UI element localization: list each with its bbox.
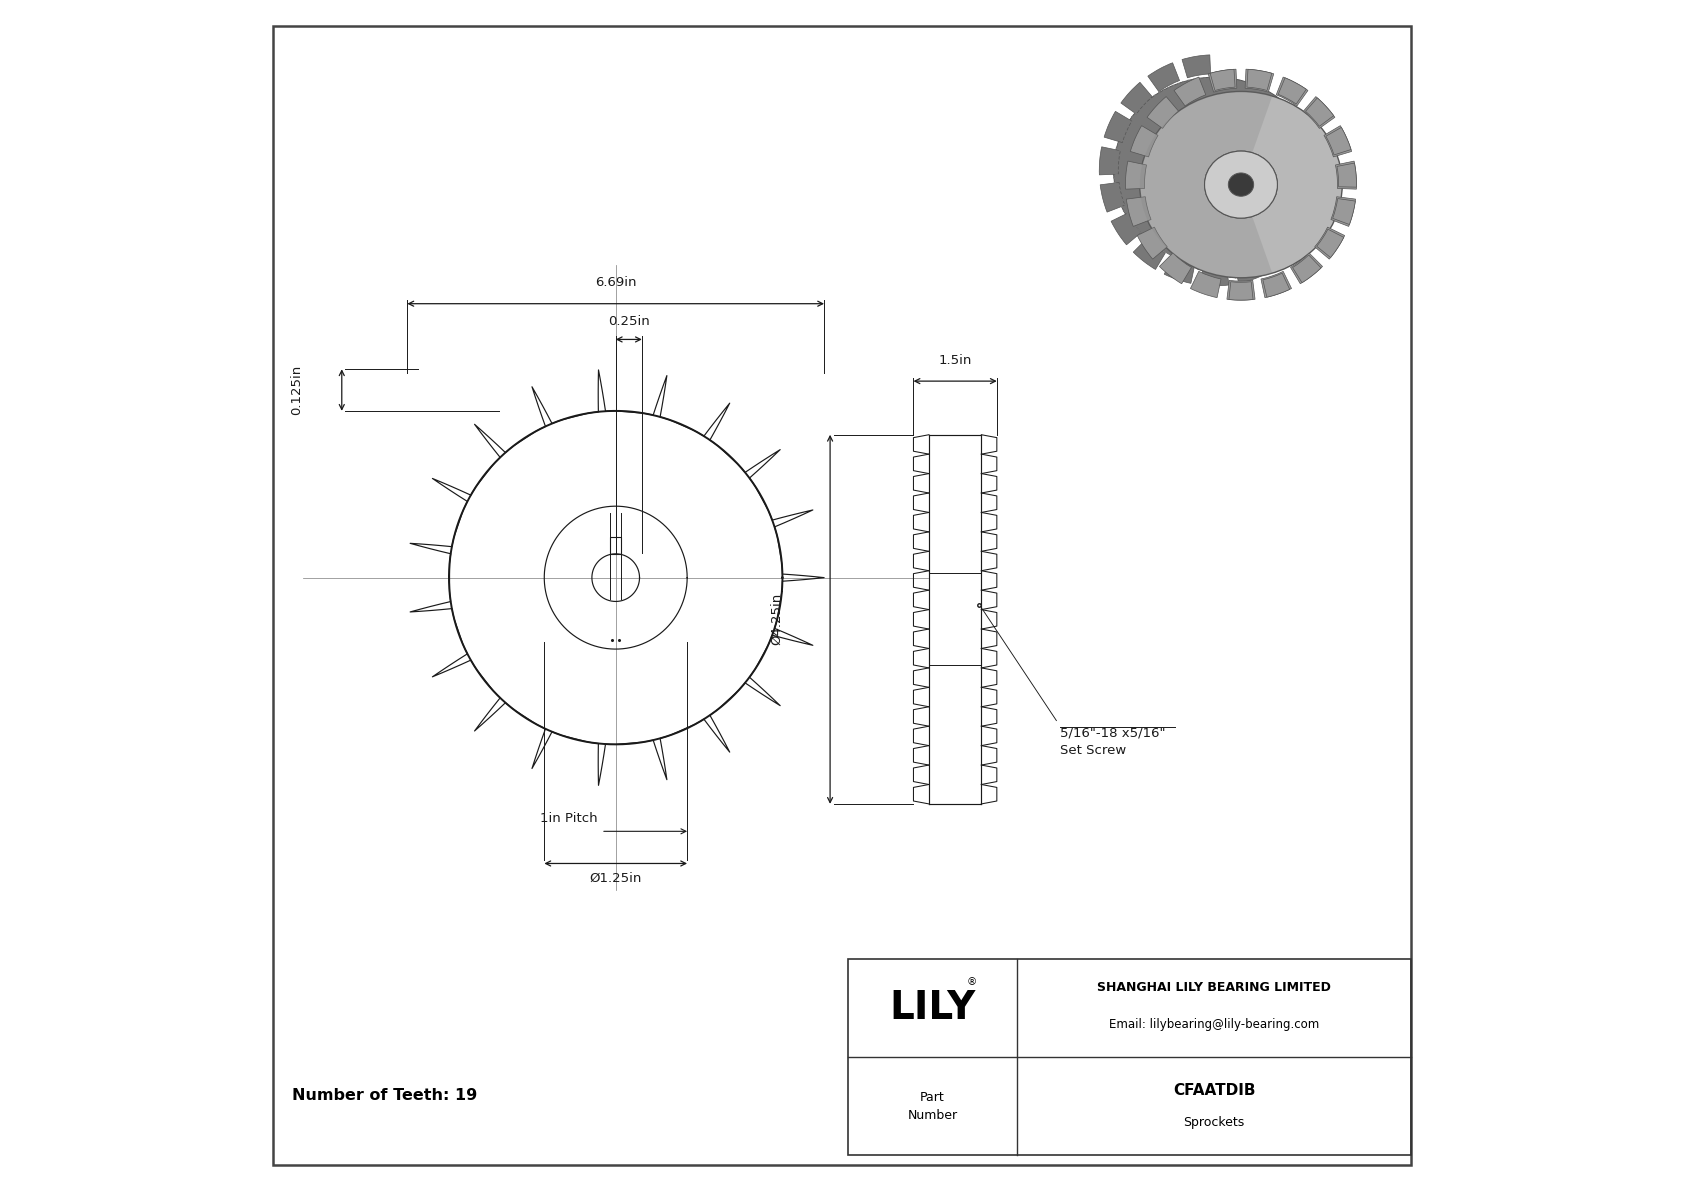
Text: Ø1.25in: Ø1.25in <box>589 872 642 885</box>
Wedge shape <box>1182 55 1211 77</box>
Wedge shape <box>1201 266 1229 286</box>
Text: 1in Pitch: 1in Pitch <box>541 812 598 824</box>
Wedge shape <box>1228 280 1255 300</box>
Wedge shape <box>1125 161 1147 189</box>
Ellipse shape <box>1140 92 1342 278</box>
Text: 1.5in: 1.5in <box>938 354 972 367</box>
Text: 0.25in: 0.25in <box>608 314 650 328</box>
Wedge shape <box>1174 77 1206 106</box>
Wedge shape <box>1293 255 1320 282</box>
Wedge shape <box>1305 98 1334 126</box>
Wedge shape <box>1211 69 1234 91</box>
Wedge shape <box>1100 146 1120 175</box>
Wedge shape <box>1147 96 1179 129</box>
Wedge shape <box>1317 229 1344 257</box>
Wedge shape <box>1278 77 1307 104</box>
Wedge shape <box>1122 82 1152 114</box>
Wedge shape <box>1303 96 1335 129</box>
Text: SHANGHAI LILY BEARING LIMITED: SHANGHAI LILY BEARING LIMITED <box>1098 981 1330 994</box>
Wedge shape <box>1332 199 1356 225</box>
Wedge shape <box>1337 163 1357 187</box>
Text: Ø4.25in: Ø4.25in <box>770 593 783 646</box>
Bar <box>849 959 1411 1155</box>
Wedge shape <box>1127 197 1152 226</box>
Text: LILY: LILY <box>889 989 975 1027</box>
Wedge shape <box>1130 126 1159 157</box>
Wedge shape <box>1133 238 1165 269</box>
Wedge shape <box>1276 77 1308 106</box>
Wedge shape <box>1160 252 1192 283</box>
Wedge shape <box>1111 213 1142 245</box>
Text: Email: lilybearing@lily-bearing.com: Email: lilybearing@lily-bearing.com <box>1110 1018 1319 1031</box>
Text: 0.125in: 0.125in <box>290 364 303 416</box>
Text: ®: ® <box>967 977 977 986</box>
Wedge shape <box>1335 161 1357 189</box>
Wedge shape <box>1105 112 1132 143</box>
Wedge shape <box>1324 126 1352 157</box>
Wedge shape <box>1246 69 1271 91</box>
Wedge shape <box>1229 282 1253 300</box>
Text: Number of Teeth: 19: Number of Teeth: 19 <box>291 1089 477 1103</box>
Wedge shape <box>1265 238 1297 269</box>
Wedge shape <box>1261 272 1292 298</box>
Wedge shape <box>1207 69 1236 92</box>
Text: Sprockets: Sprockets <box>1184 1116 1244 1129</box>
Wedge shape <box>1191 272 1221 298</box>
Text: 5/16"-18 x5/16"
Set Screw: 5/16"-18 x5/16" Set Screw <box>1059 727 1165 756</box>
Text: Part
Number: Part Number <box>908 1091 958 1122</box>
Wedge shape <box>1164 257 1196 283</box>
Ellipse shape <box>1204 151 1278 218</box>
Wedge shape <box>1330 197 1356 226</box>
Text: 6.69in: 6.69in <box>594 276 637 289</box>
Wedge shape <box>1234 257 1265 283</box>
Wedge shape <box>1100 182 1125 212</box>
Wedge shape <box>1325 127 1351 155</box>
Ellipse shape <box>1204 151 1278 218</box>
Ellipse shape <box>1228 173 1253 197</box>
Polygon shape <box>1140 92 1273 278</box>
Text: CFAATDIB: CFAATDIB <box>1172 1083 1255 1098</box>
Wedge shape <box>1137 227 1167 260</box>
Wedge shape <box>1315 227 1346 260</box>
Bar <box>610 537 621 554</box>
Wedge shape <box>1148 63 1179 92</box>
Wedge shape <box>1263 273 1290 298</box>
Wedge shape <box>1290 252 1322 283</box>
Wedge shape <box>1244 69 1273 92</box>
Ellipse shape <box>1228 173 1253 197</box>
Ellipse shape <box>1113 77 1315 263</box>
